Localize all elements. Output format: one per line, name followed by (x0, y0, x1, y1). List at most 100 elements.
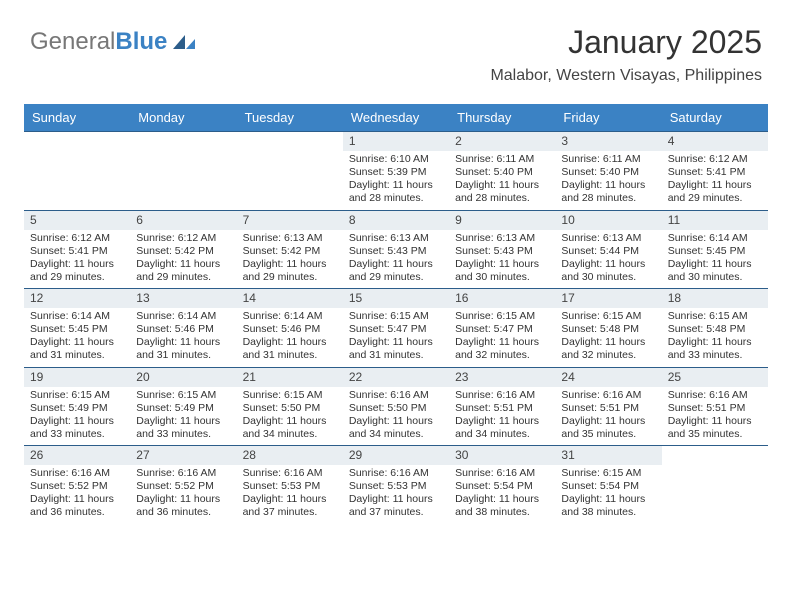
calendar-cell: 24Sunrise: 6:16 AMSunset: 5:51 PMDayligh… (555, 368, 661, 446)
calendar-cell: 25Sunrise: 6:16 AMSunset: 5:51 PMDayligh… (662, 368, 768, 446)
daylight-line: Daylight: 11 hours and 29 minutes. (349, 258, 443, 284)
calendar-cell: 18Sunrise: 6:15 AMSunset: 5:48 PMDayligh… (662, 289, 768, 367)
day-number: 4 (662, 132, 768, 151)
day-number: 22 (343, 368, 449, 387)
day-number: 8 (343, 211, 449, 230)
daylight-line: Daylight: 11 hours and 32 minutes. (455, 336, 549, 362)
daylight-line: Daylight: 11 hours and 38 minutes. (455, 493, 549, 519)
weekday-col: Friday (555, 104, 661, 131)
page-title: January 2025 (490, 24, 762, 61)
sunset-line: Sunset: 5:40 PM (561, 166, 655, 179)
calendar-cell: 9Sunrise: 6:13 AMSunset: 5:43 PMDaylight… (449, 211, 555, 289)
sunset-line: Sunset: 5:42 PM (136, 245, 230, 258)
daylight-line: Daylight: 11 hours and 34 minutes. (243, 415, 337, 441)
sunrise-line: Sunrise: 6:11 AM (455, 153, 549, 166)
sunrise-line: Sunrise: 6:14 AM (243, 310, 337, 323)
sunset-line: Sunset: 5:47 PM (349, 323, 443, 336)
brand-word-1: General (30, 28, 115, 56)
brand-word-2: Blue (115, 28, 167, 56)
brand-logo: GeneralBlue (30, 28, 197, 56)
daylight-line: Daylight: 11 hours and 31 minutes. (243, 336, 337, 362)
calendar: SundayMondayTuesdayWednesdayThursdayFrid… (24, 104, 768, 524)
day-number: 3 (555, 132, 661, 151)
sunset-line: Sunset: 5:51 PM (561, 402, 655, 415)
day-number: 26 (24, 446, 130, 465)
daylight-line: Daylight: 11 hours and 30 minutes. (561, 258, 655, 284)
weekday-col: Sunday (24, 104, 130, 131)
sunrise-line: Sunrise: 6:14 AM (668, 232, 762, 245)
weekday-col: Saturday (662, 104, 768, 131)
brand-sail-icon (171, 33, 197, 51)
daylight-line: Daylight: 11 hours and 30 minutes. (455, 258, 549, 284)
calendar-cell: 31Sunrise: 6:15 AMSunset: 5:54 PMDayligh… (555, 446, 661, 524)
day-number: 19 (24, 368, 130, 387)
calendar-cell-blank (130, 132, 236, 210)
calendar-cell: 19Sunrise: 6:15 AMSunset: 5:49 PMDayligh… (24, 368, 130, 446)
sunrise-line: Sunrise: 6:15 AM (561, 310, 655, 323)
sunrise-line: Sunrise: 6:16 AM (349, 467, 443, 480)
calendar-cell-blank (662, 446, 768, 524)
sunset-line: Sunset: 5:48 PM (561, 323, 655, 336)
calendar-cell: 17 Sunrise: 6:15 AMSunset: 5:48 PMDayligh… (555, 289, 661, 367)
sunset-line: Sunset: 5:52 PM (30, 480, 124, 493)
day-number: 7 (237, 211, 343, 230)
weekday-col: Tuesday (237, 104, 343, 131)
daylight-line: Daylight: 11 hours and 33 minutes. (30, 415, 124, 441)
day-number: 2 (449, 132, 555, 151)
calendar-week: 1Sunrise: 6:10 AMSunset: 5:39 PMDaylight… (24, 131, 768, 210)
sunrise-line: Sunrise: 6:16 AM (561, 389, 655, 402)
location-subtitle: Malabor, Western Visayas, Philippines (490, 67, 762, 85)
daylight-line: Daylight: 11 hours and 33 minutes. (668, 336, 762, 362)
sunset-line: Sunset: 5:45 PM (30, 323, 124, 336)
calendar-cell: 1Sunrise: 6:10 AMSunset: 5:39 PMDaylight… (343, 132, 449, 210)
daylight-line: Daylight: 11 hours and 29 minutes. (30, 258, 124, 284)
sunset-line: Sunset: 5:39 PM (349, 166, 443, 179)
sunrise-line: Sunrise: 6:15 AM (561, 467, 655, 480)
day-number: 30 (449, 446, 555, 465)
day-number: 18 (662, 289, 768, 308)
sunrise-line: Sunrise: 6:16 AM (30, 467, 124, 480)
sunrise-line: Sunrise: 6:15 AM (349, 310, 443, 323)
daylight-line: Daylight: 11 hours and 37 minutes. (349, 493, 443, 519)
day-number: 16 (449, 289, 555, 308)
daylight-line: Daylight: 11 hours and 31 minutes. (30, 336, 124, 362)
day-number: 27 (130, 446, 236, 465)
day-number: 13 (130, 289, 236, 308)
sunrise-line: Sunrise: 6:12 AM (136, 232, 230, 245)
sunrise-line: Sunrise: 6:15 AM (30, 389, 124, 402)
day-number: 25 (662, 368, 768, 387)
daylight-line: Daylight: 11 hours and 29 minutes. (243, 258, 337, 284)
weekday-col: Thursday (449, 104, 555, 131)
weekday-header: SundayMondayTuesdayWednesdayThursdayFrid… (24, 104, 768, 131)
sunset-line: Sunset: 5:43 PM (349, 245, 443, 258)
day-number: 6 (130, 211, 236, 230)
day-number: 11 (662, 211, 768, 230)
sunrise-line: Sunrise: 6:16 AM (243, 467, 337, 480)
sunrise-line: Sunrise: 6:16 AM (455, 389, 549, 402)
sunrise-line: Sunrise: 6:16 AM (349, 389, 443, 402)
daylight-line: Daylight: 11 hours and 35 minutes. (668, 415, 762, 441)
calendar-cell-blank (237, 132, 343, 210)
day-number: 5 (24, 211, 130, 230)
sunset-line: Sunset: 5:50 PM (349, 402, 443, 415)
daylight-line: Daylight: 11 hours and 28 minutes. (561, 179, 655, 205)
daylight-line: Daylight: 11 hours and 32 minutes. (561, 336, 655, 362)
sunset-line: Sunset: 5:41 PM (668, 166, 762, 179)
calendar-cell: 13Sunrise: 6:14 AMSunset: 5:46 PMDayligh… (130, 289, 236, 367)
calendar-cell: 29Sunrise: 6:16 AMSunset: 5:53 PMDayligh… (343, 446, 449, 524)
calendar-cell: 4Sunrise: 6:12 AMSunset: 5:41 PMDaylight… (662, 132, 768, 210)
calendar-cell: 27Sunrise: 6:16 AMSunset: 5:52 PMDayligh… (130, 446, 236, 524)
weekday-col: Wednesday (343, 104, 449, 131)
day-number: 17 (555, 289, 661, 308)
sunset-line: Sunset: 5:54 PM (455, 480, 549, 493)
day-number: 10 (555, 211, 661, 230)
sunset-line: Sunset: 5:45 PM (668, 245, 762, 258)
sunrise-line: Sunrise: 6:15 AM (668, 310, 762, 323)
sunrise-line: Sunrise: 6:13 AM (455, 232, 549, 245)
sunset-line: Sunset: 5:43 PM (455, 245, 549, 258)
sunrise-line: Sunrise: 6:15 AM (136, 389, 230, 402)
sunset-line: Sunset: 5:40 PM (455, 166, 549, 179)
sunrise-line: Sunrise: 6:15 AM (243, 389, 337, 402)
calendar-week: 26Sunrise: 6:16 AMSunset: 5:52 PMDayligh… (24, 445, 768, 524)
sunset-line: Sunset: 5:49 PM (136, 402, 230, 415)
